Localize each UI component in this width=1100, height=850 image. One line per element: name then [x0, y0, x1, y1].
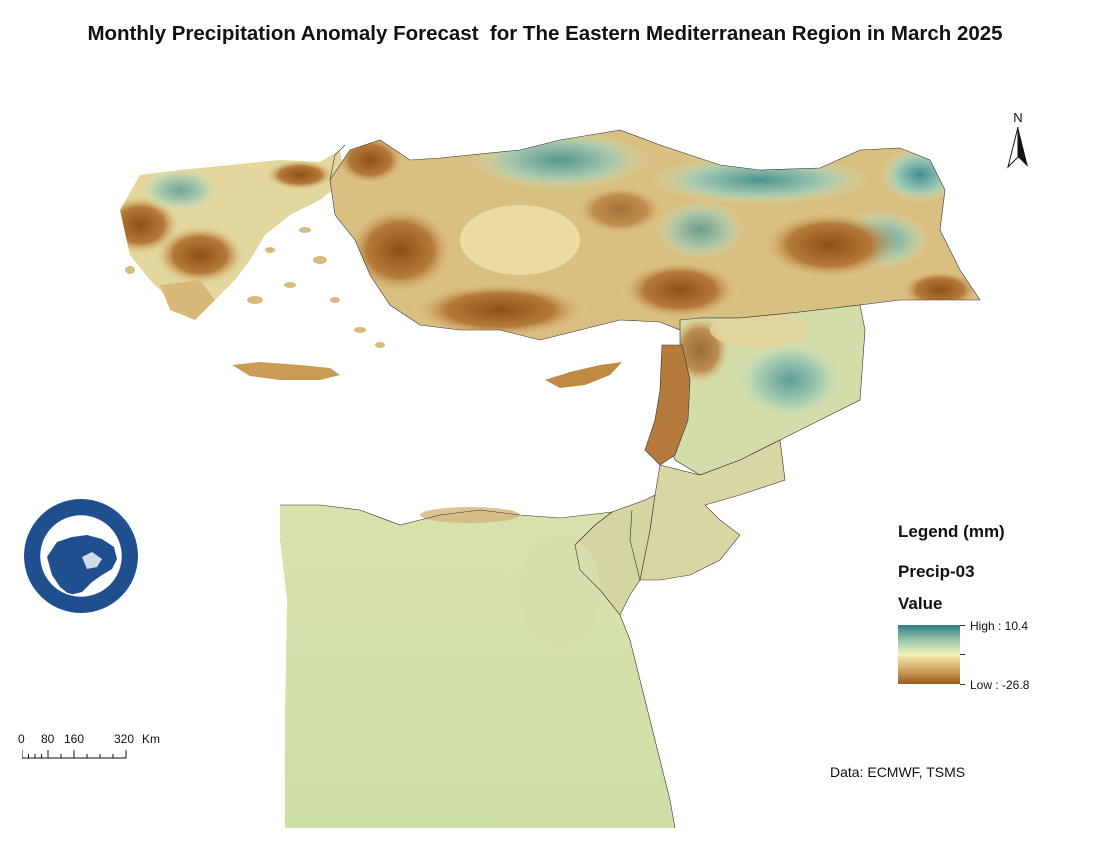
legend-tick-low: [960, 684, 965, 685]
north-label: N: [1013, 110, 1023, 125]
greece-region: [120, 150, 345, 320]
emcc-logo: [22, 497, 140, 615]
legend-layer-name: Precip-03: [898, 562, 975, 581]
legend-heading: Legend (mm): [898, 522, 1005, 541]
crete-island: [232, 362, 340, 380]
egypt-region: [280, 504, 676, 829]
legend-tick-mid: [960, 654, 965, 655]
emcc-logo-icon: [24, 499, 138, 613]
scale-bar-ruler: [22, 750, 127, 759]
legend-high-label: High : 10.4: [970, 619, 1029, 633]
scale-tick-160: 160: [64, 732, 85, 746]
scale-tick-0: 0: [18, 732, 25, 746]
north-arrow-icon: [1007, 126, 1028, 169]
scale-tick-80: 80: [41, 732, 55, 746]
legend-field-name: Value: [898, 594, 943, 613]
turkey-region: [329, 129, 981, 341]
legend-tick-high: [960, 625, 965, 626]
legend-color-ramp: [898, 625, 960, 684]
aegean-islands: [125, 227, 385, 348]
scale-bar: 0 80 160 320 Km: [18, 732, 160, 762]
data-credit: Data: ECMWF, TSMS: [830, 764, 966, 780]
country-borders: [329, 144, 641, 581]
north-arrow: N: [1004, 110, 1032, 174]
legend-low-label: Low : -26.8: [970, 678, 1030, 692]
cyprus-island: [545, 362, 622, 388]
levant-coast: [644, 344, 691, 466]
scale-unit: Km: [142, 732, 160, 746]
scale-tick-320: 320: [114, 732, 135, 746]
map-title: Monthly Precipitation Anomaly Forecast f…: [87, 22, 1003, 45]
